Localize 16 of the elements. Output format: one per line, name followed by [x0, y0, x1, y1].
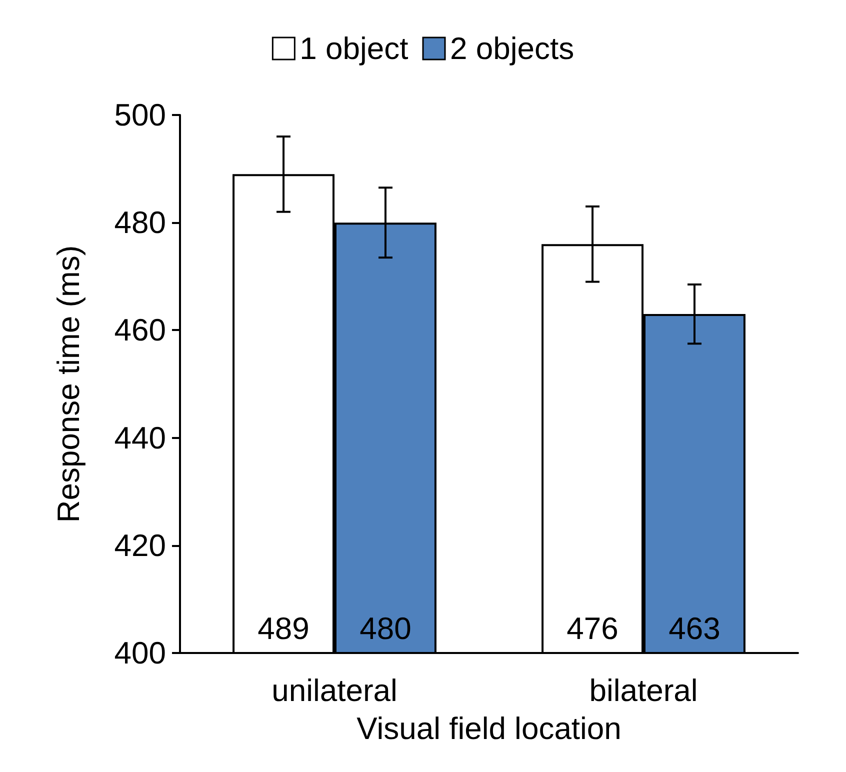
y-tick-label: 460: [114, 312, 166, 348]
y-tick-label: 500: [114, 98, 166, 132]
y-tick-label: 440: [114, 420, 166, 456]
legend-label: 2 objects: [450, 31, 574, 66]
y-tick-label: 400: [114, 636, 166, 670]
x-tick-label: bilateral: [589, 673, 698, 708]
y-tick-label: 420: [114, 528, 166, 563]
data-label: 463: [668, 611, 720, 646]
x-axis-title: Visual field location: [356, 711, 622, 746]
y-tick-label: 480: [114, 205, 166, 240]
data-label: 489: [258, 611, 310, 646]
x-tick-label: unilateral: [272, 673, 398, 708]
data-label: 480: [360, 611, 412, 646]
data-label: 476: [566, 611, 618, 646]
legend-label: 1 object: [300, 31, 409, 66]
y-axis-title: Response time (ms): [51, 245, 86, 523]
